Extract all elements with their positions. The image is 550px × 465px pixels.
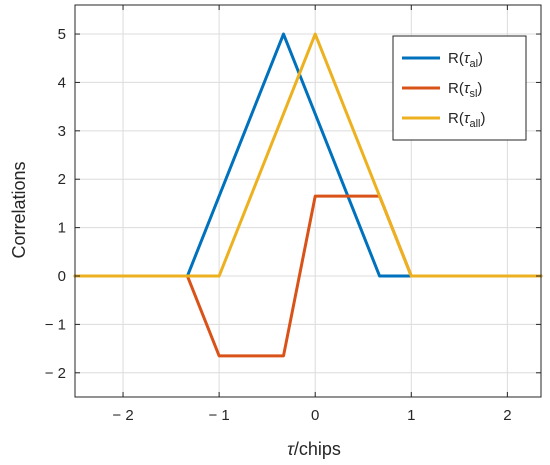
x-tick-label: − 1 [208, 407, 229, 424]
series-layer [73, 32, 543, 358]
y-tick-label: 2 [58, 171, 66, 188]
tick-labels: − 2 − 1 0 1 2 − 2 − 1 0 1 2 3 4 5 [45, 26, 512, 424]
x-tick-label: 2 [503, 407, 511, 424]
x-axis-label: τ/chips [287, 439, 341, 459]
y-tick-label: 4 [58, 74, 66, 91]
legend-label-sl: R(τsl) [448, 80, 482, 100]
x-tick-label: 0 [311, 407, 319, 424]
x-tick-label: − 2 [112, 407, 133, 424]
axes-box [74, 4, 542, 398]
y-tick-label: − 2 [45, 365, 66, 382]
legend-label-all: R(τall) [448, 110, 485, 130]
y-tick-label: − 1 [45, 316, 66, 333]
y-tick-label: 5 [58, 26, 66, 43]
x-tick-label: 1 [407, 407, 415, 424]
y-tick-label: 3 [58, 123, 66, 140]
x-axis-label-rest: /chips [294, 439, 341, 459]
y-tick-label: 1 [58, 220, 66, 237]
legend: R(τal) R(τsl) R(τall) [392, 35, 527, 141]
legend-label-al: R(τal) [448, 50, 483, 70]
y-tick-label: 0 [58, 268, 66, 285]
series-line-all [73, 32, 543, 278]
axes [74, 4, 542, 398]
x-axis-label-tau: τ [287, 439, 295, 459]
y-axis-label: Correlations [9, 161, 29, 258]
